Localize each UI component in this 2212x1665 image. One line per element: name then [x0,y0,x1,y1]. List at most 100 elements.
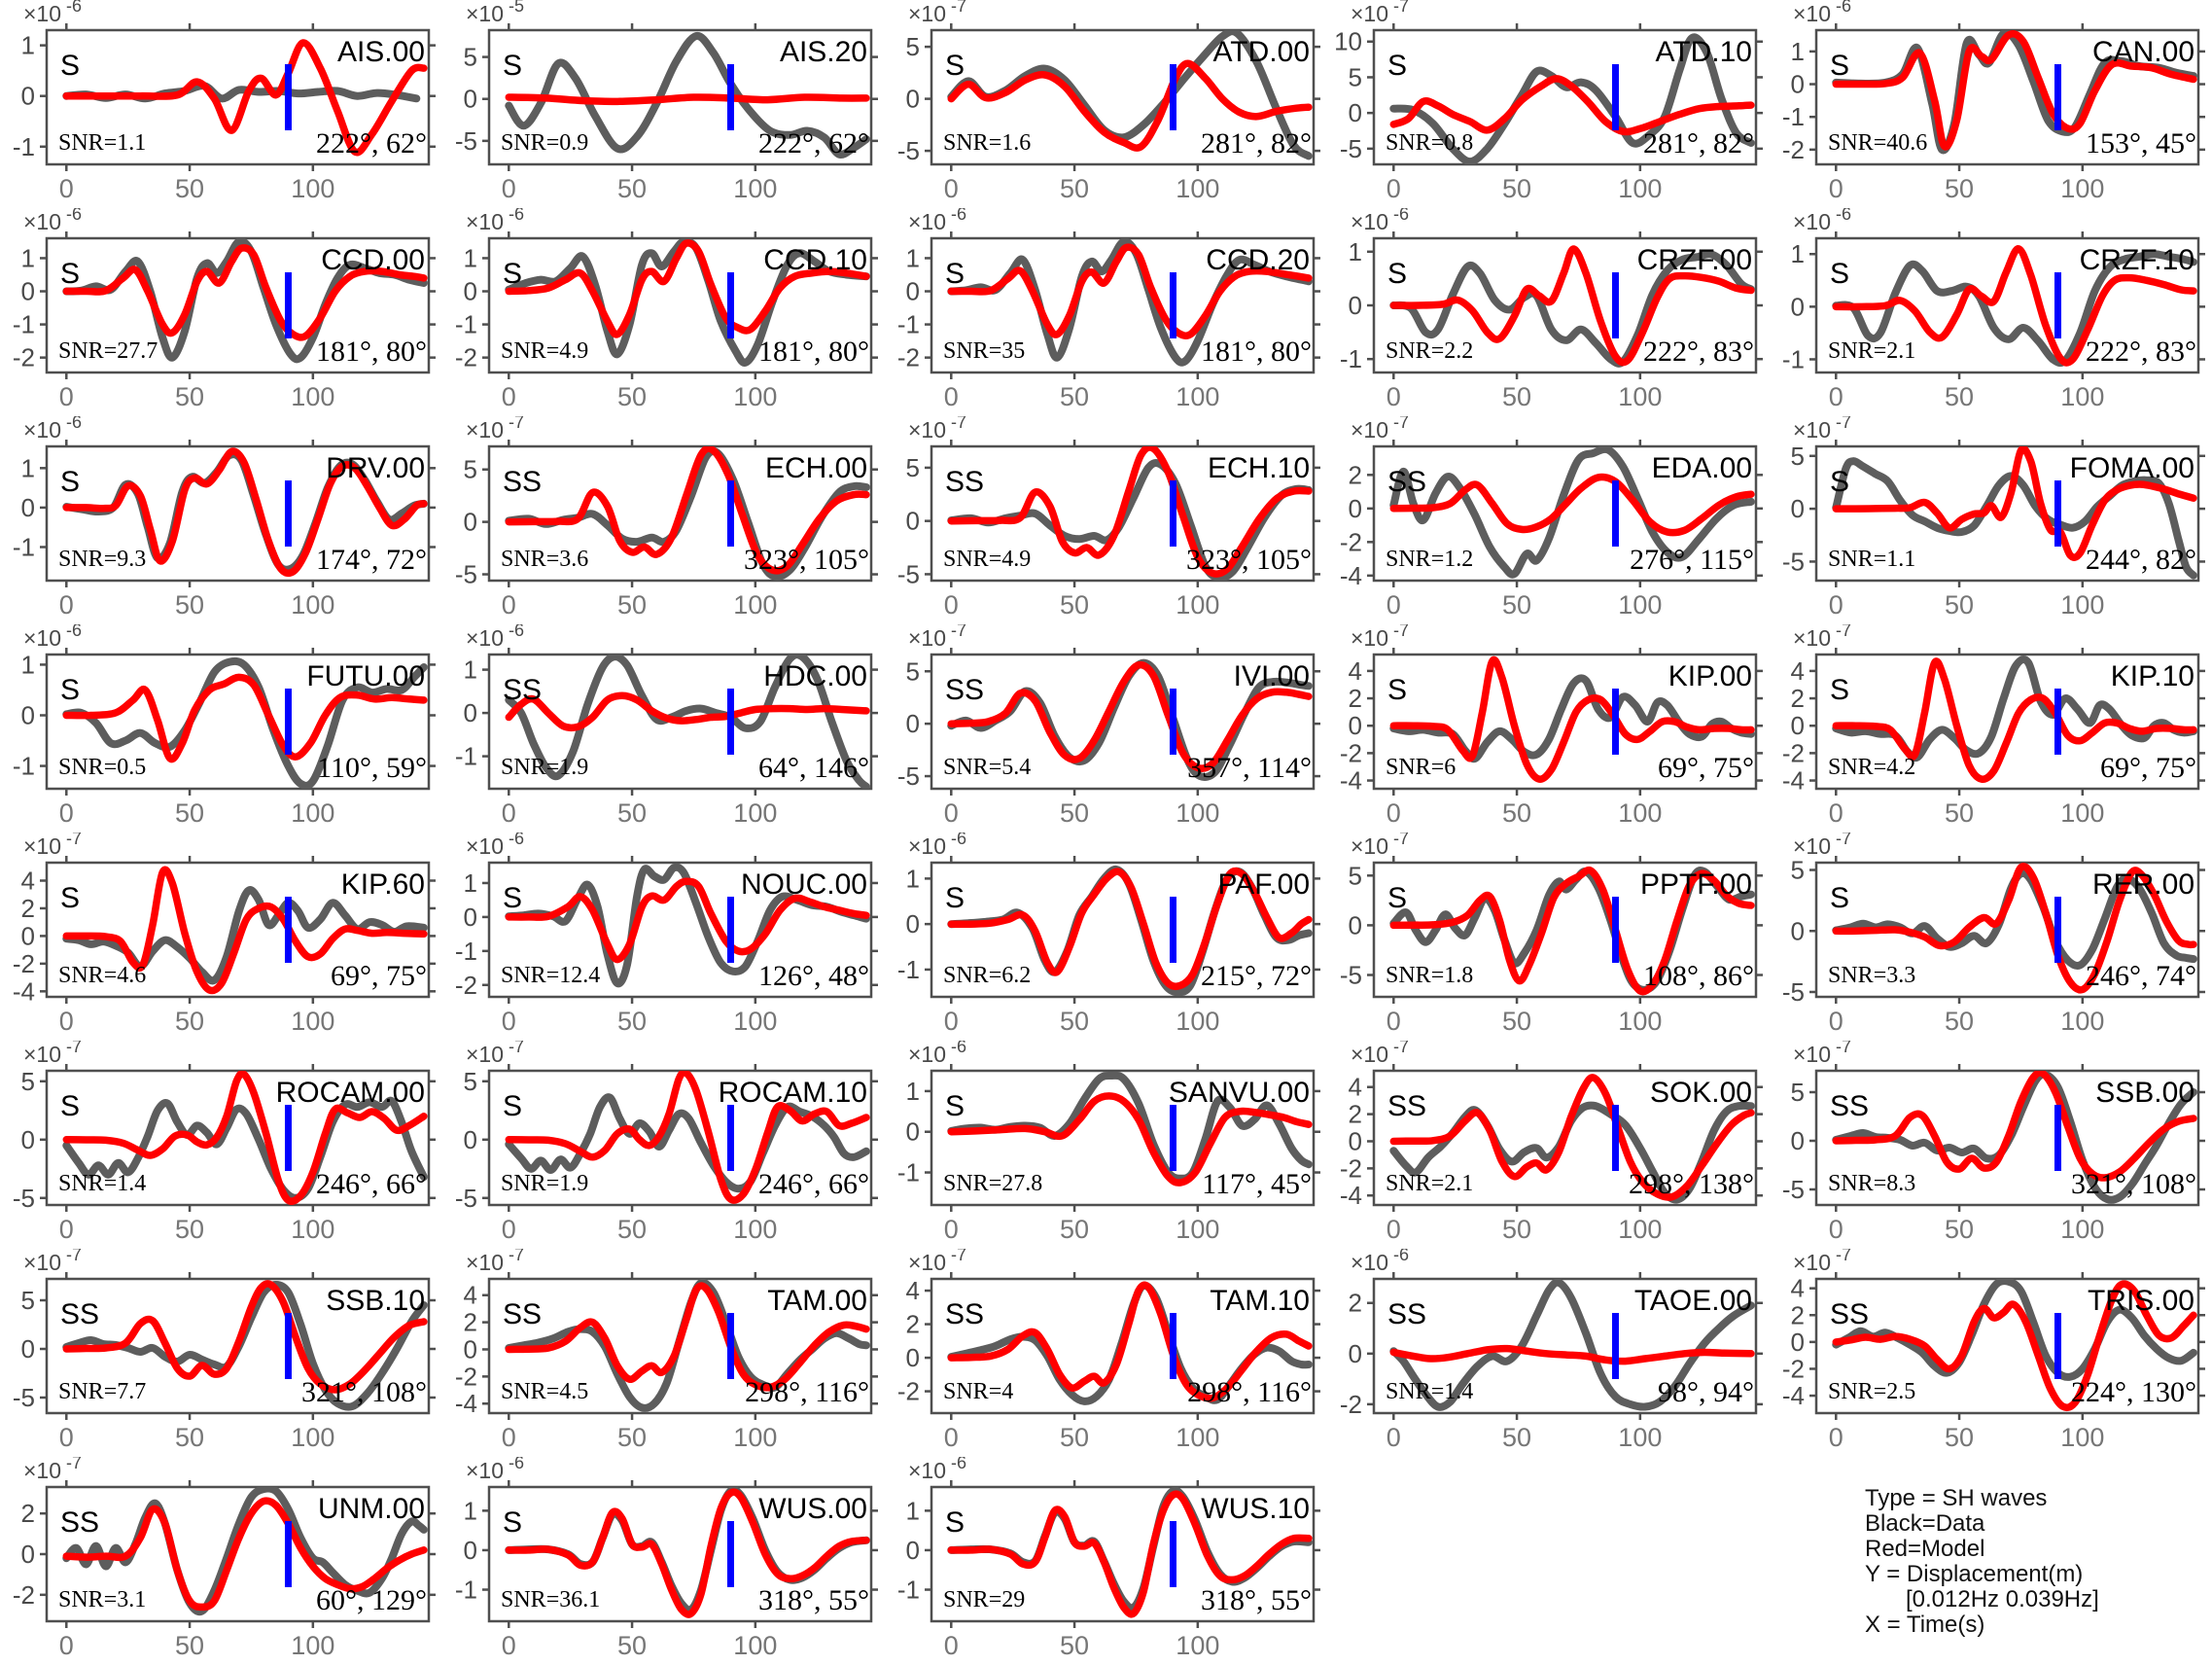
phase-label: S [945,1090,965,1122]
x-tick-label: 0 [944,1423,959,1452]
snr-label: SNR=1.6 [943,130,1031,156]
distance-azimuth-label: 276°, 115° [1630,544,1754,576]
legend-line-y: Y = Displacement(m) [1865,1561,2084,1587]
x-tick-label: 0 [944,1215,959,1244]
subplot-EDA.00: 0 50 100 2 0 -2 -4 ×10 -7 SS EDA.00 SNR=1.2 276°, 1… [1327,416,1770,624]
y-exponent-label: ×10 -7 [466,416,524,443]
station-label: SSB.00 [2095,1077,2194,1109]
phase-label: SS [1387,1090,1426,1122]
subplot-AIS.20: 0 50 100 5 0 -5 ×10 -5 S AIS.20 SNR=0.9 222°, 62° [442,0,885,208]
model-trace [1389,473,1755,537]
x-tick-label: 0 [502,174,516,203]
waveform-plot: 0 50 100 1 0 -1 ×10 -6 S AIS.00 SNR=1.1 222°, 62° [13,0,436,203]
arrival-marker [1169,480,1176,547]
subplot-SANVU.00: 0 50 100 1 0 -1 ×10 -6 S SANVU.00 SNR=27.8 117°, 4… [885,1041,1327,1249]
y-tick-label: 1 [464,868,477,898]
y-tick-label: 2 [1349,684,1362,713]
phase-label: S [60,882,80,914]
y-tick-label: -2 [13,949,35,978]
model-trace [505,877,870,964]
y-tick-label: 5 [464,1067,477,1096]
y-tick-label: 0 [464,1536,477,1565]
subplot-HDC.00: 0 50 100 1 0 -1 ×10 -6 SS HDC.00 SNR=1.9 64°, 146° [442,624,885,832]
snr-label: SNR=1.1 [1828,547,1915,572]
y-tick-label: -2 [455,971,477,1000]
x-tick-label: 0 [1387,1007,1401,1036]
x-tick-label: 50 [1502,1423,1531,1452]
distance-azimuth-label: 181°, 80° [1201,336,1312,368]
distance-azimuth-label: 222°, 62° [316,127,427,159]
distance-azimuth-label: 298°, 138° [1629,1168,1754,1200]
x-tick-label: 50 [1502,1007,1531,1036]
subplot-WUS.00: 0 50 100 1 0 -1 ×10 -6 S WUS.00 SNR=36.1 318°, 55° [442,1457,885,1665]
y-exponent-label: ×10 -6 [466,624,524,651]
station-label: NOUC.00 [741,868,867,901]
phase-label: S [1830,466,1849,498]
arrival-marker [726,689,734,755]
phase-label: S [945,258,965,290]
station-label: CCD.10 [763,244,867,276]
x-tick-label: 100 [733,1007,777,1036]
y-exponent-label: ×10 -7 [23,1041,82,1067]
x-tick-label: 100 [291,174,334,203]
distance-azimuth-label: 153°, 45° [2086,127,2196,159]
y-tick-label: -1 [13,310,35,339]
y-tick-label: 0 [21,82,35,111]
y-tick-label: 4 [1349,656,1362,686]
y-tick-label: 0 [21,921,35,950]
y-tick-label: 1 [464,1496,477,1525]
model-trace [1832,1071,2197,1182]
y-tick-label: -2 [455,343,477,372]
x-tick-label: 100 [1618,1007,1662,1036]
x-tick-label: 0 [944,174,959,203]
y-tick-label: 1 [21,243,35,272]
axes-box [487,1485,873,1623]
y-tick-label: 0 [21,700,35,729]
model-trace [947,660,1313,772]
phase-label: S [503,50,522,82]
x-tick-label: 100 [1618,1215,1662,1244]
arrival-marker [1169,1521,1176,1587]
y-exponent-label: ×10 -7 [1351,832,1409,859]
y-exponent-label: ×10 -5 [466,0,524,26]
subplot-RER.00: 0 50 100 5 0 -5 ×10 -7 S RER.00 SNR=3.3 246°, 74° [1770,832,2212,1041]
x-tick-label: 100 [291,798,334,828]
data-trace [505,1093,870,1193]
waveform-plot: 0 50 100 1 0 -1 ×10 -6 S CRZF.10 SNR=2.1 222°, 83° [1782,208,2205,411]
x-tick-label: 50 [1945,798,1974,828]
model-trace [1389,866,1755,996]
snr-label: SNR=8.3 [1828,1171,1915,1196]
y-exponent-label: ×10 -7 [1351,0,1409,26]
station-label: SSB.10 [326,1285,425,1317]
x-tick-label: 0 [59,174,74,203]
x-tick-label: 100 [733,382,777,411]
station-label: CRZF.00 [1637,244,1752,276]
y-tick-label: -1 [455,937,477,966]
y-tick-label: 1 [21,453,35,482]
y-tick-label: 2 [1349,460,1362,489]
y-tick-label: -1 [13,132,35,161]
phase-label: SS [945,674,984,706]
y-tick-label: 2 [906,1310,920,1339]
subplot-KIP.00: 0 50 100 4 2 0 -2 -4 ×10 -7 S KIP.00 SNR=6 69°, 75° [1327,624,1770,832]
y-exponent-label: ×10 -6 [908,208,966,234]
snr-label: SNR=5.4 [943,755,1031,780]
x-tick-label: 100 [291,1423,334,1452]
snr-label: SNR=0.9 [501,130,588,156]
snr-label: SNR=1.8 [1386,963,1473,988]
snr-label: SNR=27.7 [58,338,158,364]
y-tick-label: 0 [21,277,35,306]
x-tick-label: 100 [291,590,334,620]
legend-line-band: [0.012Hz 0.039Hz] [1906,1586,2099,1612]
arrival-marker [2054,64,2061,130]
snr-label: SNR=4.9 [943,547,1031,572]
model-trace [1389,1344,1755,1365]
y-tick-label: -5 [455,1184,477,1213]
subplot-ROCAM.00: 0 50 100 5 0 -5 ×10 -7 S ROCAM.00 SNR=1.4 246°, 66… [0,1041,442,1249]
axes-box [45,1277,431,1415]
waveform-plot: 0 50 100 2 0 -2 ×10 -7 SS UNM.00 SNR=3.1 60°, 129° [13,1457,436,1660]
